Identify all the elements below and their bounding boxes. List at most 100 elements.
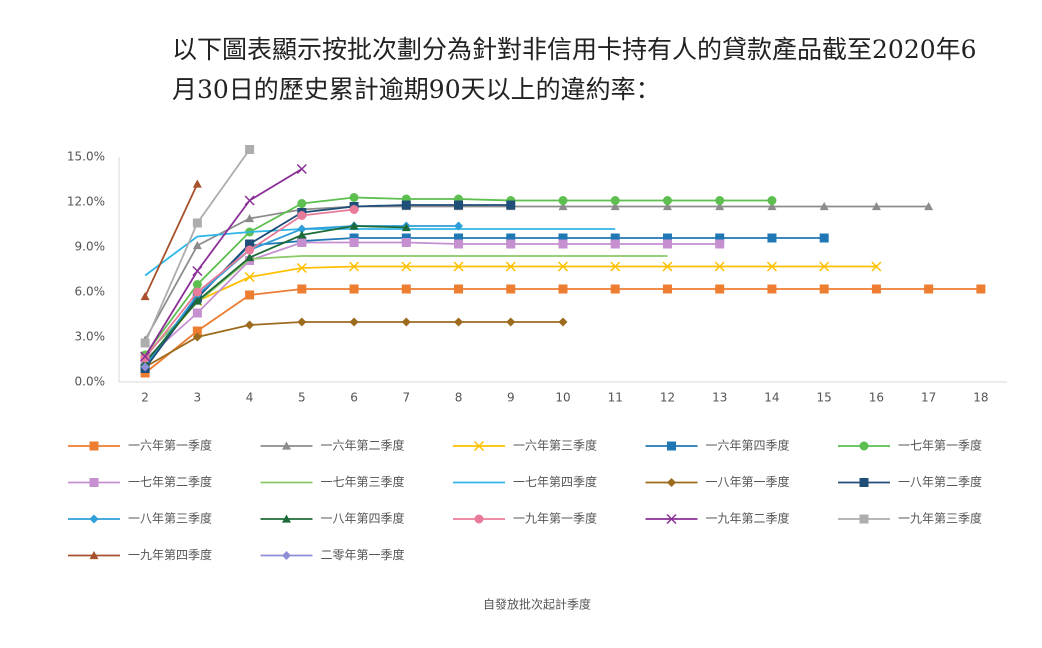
legend-label: 一七年第三季度 bbox=[321, 474, 405, 489]
marker bbox=[558, 196, 568, 205]
marker bbox=[505, 261, 516, 272]
marker bbox=[819, 261, 830, 272]
marker bbox=[666, 513, 677, 525]
marker bbox=[454, 221, 464, 231]
x-axis-label: 自發放批次起計季度 bbox=[483, 597, 591, 612]
marker bbox=[662, 239, 672, 249]
series-line bbox=[144, 168, 303, 357]
legend-label: 一九年第二季度 bbox=[706, 511, 790, 526]
x-tick-label: 4 bbox=[246, 391, 254, 405]
series-line bbox=[144, 196, 772, 356]
x-tick-label: 17 bbox=[921, 391, 936, 405]
marker bbox=[297, 284, 307, 294]
marker bbox=[140, 353, 150, 363]
y-tick-label: 3.0% bbox=[75, 330, 106, 344]
marker bbox=[192, 265, 203, 277]
marker bbox=[667, 441, 676, 451]
y-tick-label: 12.0% bbox=[67, 195, 105, 209]
marker bbox=[401, 261, 412, 272]
series-line bbox=[144, 204, 511, 370]
marker bbox=[245, 214, 255, 223]
marker bbox=[349, 221, 359, 230]
marker bbox=[767, 196, 777, 205]
x-tick-label: 13 bbox=[712, 391, 727, 405]
marker bbox=[401, 223, 411, 232]
marker bbox=[245, 290, 255, 300]
marker bbox=[282, 441, 291, 450]
marker bbox=[506, 239, 516, 249]
marker bbox=[454, 200, 464, 210]
marker bbox=[89, 478, 99, 487]
marker bbox=[192, 296, 202, 305]
marker bbox=[859, 441, 869, 451]
marker bbox=[401, 200, 411, 210]
marker bbox=[282, 514, 291, 523]
marker bbox=[558, 284, 568, 294]
x-tick-label: 9 bbox=[507, 391, 515, 405]
marker bbox=[506, 200, 516, 210]
marker bbox=[192, 280, 202, 289]
marker bbox=[140, 292, 150, 301]
marker bbox=[140, 338, 150, 348]
x-tick-label: 12 bbox=[660, 391, 675, 405]
marker bbox=[610, 202, 620, 211]
marker bbox=[767, 233, 777, 243]
marker bbox=[89, 441, 99, 451]
heading: 以下圖表顯示按批次劃分為針對非信用卡持有人的貸款產品截至2020年6 月30日的… bbox=[172, 30, 1032, 110]
legend-label: 一八年第二季度 bbox=[898, 474, 982, 489]
legend-label: 一七年第一季度 bbox=[898, 438, 982, 453]
x-tick-label: 15 bbox=[817, 391, 832, 405]
marker bbox=[296, 262, 307, 274]
marker bbox=[296, 163, 307, 175]
y-tick-label: 0.0% bbox=[75, 375, 106, 389]
marker bbox=[506, 284, 516, 294]
x-tick-label: 14 bbox=[764, 391, 779, 405]
legend-label: 一七年第四季度 bbox=[513, 474, 597, 489]
marker bbox=[610, 233, 620, 243]
series-line bbox=[144, 265, 877, 365]
marker bbox=[297, 224, 307, 234]
y-tick-label: 6.0% bbox=[75, 285, 106, 299]
series-line bbox=[144, 288, 981, 374]
marker bbox=[924, 284, 934, 294]
marker bbox=[610, 284, 620, 294]
marker bbox=[453, 261, 464, 272]
marker bbox=[245, 320, 255, 330]
series-line bbox=[144, 183, 199, 297]
marker bbox=[819, 284, 829, 294]
legend-label: 一九年第四季度 bbox=[128, 547, 212, 562]
heading-line: 以下圖表顯示按批次劃分為針對非信用卡持有人的貸款產品截至2020年6 bbox=[172, 35, 977, 64]
marker bbox=[245, 145, 255, 154]
marker bbox=[506, 317, 516, 327]
x-tick-label: 16 bbox=[869, 391, 884, 405]
marker bbox=[610, 261, 621, 272]
marker bbox=[454, 239, 464, 249]
marker bbox=[715, 284, 725, 294]
marker bbox=[89, 551, 99, 560]
marker bbox=[662, 233, 672, 243]
marker bbox=[924, 202, 934, 211]
x-tick-label: 6 bbox=[350, 391, 358, 405]
marker bbox=[192, 218, 202, 228]
legend-label: 一九年第一季度 bbox=[513, 511, 597, 526]
marker bbox=[859, 514, 869, 524]
marker bbox=[662, 202, 672, 211]
y-tick-label: 9.0% bbox=[75, 240, 106, 254]
marker bbox=[282, 551, 291, 560]
series-line bbox=[144, 205, 929, 341]
marker bbox=[871, 202, 881, 211]
marker bbox=[297, 230, 307, 239]
marker bbox=[767, 284, 777, 294]
legend-label: 一七年第二季度 bbox=[128, 474, 212, 489]
x-tick-label: 3 bbox=[194, 391, 202, 405]
marker bbox=[297, 238, 307, 247]
marker bbox=[557, 261, 569, 272]
x-tick-label: 5 bbox=[298, 391, 306, 405]
marker bbox=[610, 196, 620, 205]
marker bbox=[401, 317, 411, 327]
marker bbox=[662, 196, 672, 205]
marker bbox=[192, 326, 202, 336]
legend-label: 一八年第四季度 bbox=[321, 511, 405, 526]
